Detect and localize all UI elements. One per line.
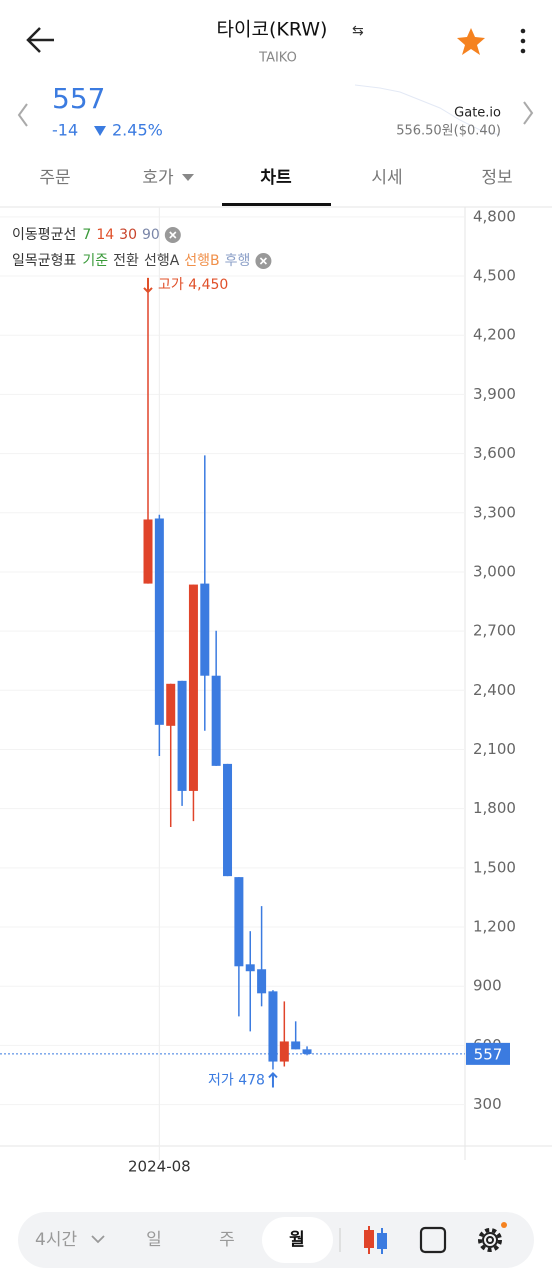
candle-body [154, 518, 164, 725]
legend-item: 선행B [184, 253, 219, 269]
period[interactable]: 주 [219, 1230, 235, 1250]
layout-icon[interactable] [419, 1226, 447, 1254]
sparkline [354, 84, 501, 136]
change: -14 [52, 121, 78, 140]
y-tick-label: 1,800 [473, 799, 516, 817]
dropdown-icon [182, 174, 194, 181]
period-active[interactable]: 월 [289, 1230, 305, 1250]
candle-body [245, 964, 255, 972]
last-price-label: 557 [474, 1045, 503, 1063]
candle-icon[interactable] [364, 1226, 387, 1254]
y-tick-label: 2,400 [473, 681, 516, 699]
chart: 4,800 4,500 4,200 3,900 3,600 3,300 3,000 2,700… [0, 207, 516, 1176]
low-annotation: 저가 478 [208, 1072, 265, 1088]
x-tick-label: 2024-08 [128, 1158, 191, 1176]
legend-item: 30 [119, 227, 137, 243]
candle-body [223, 763, 233, 877]
y-tick-label: 3,300 [473, 503, 516, 521]
period-active-bg [262, 1217, 333, 1263]
tab-active[interactable]: 차트 [260, 168, 292, 188]
tab[interactable]: 시세 [371, 168, 402, 188]
candle-body [166, 683, 176, 726]
interval-caret [91, 1235, 105, 1244]
y-tick-label: 300 [473, 1095, 502, 1113]
exchange-name: Gate.io [454, 106, 501, 121]
subtitle: TAIKO [258, 51, 297, 66]
swap-icon[interactable]: ⇆ [352, 23, 364, 39]
settings-icon[interactable] [478, 1222, 507, 1252]
candle-body [211, 675, 221, 766]
y-tick-label: 3,900 [473, 385, 516, 403]
y-tick-label: 1,500 [473, 858, 516, 876]
legend-title: 일목균형표 [12, 253, 77, 269]
candle-body [177, 680, 187, 791]
down-icon [94, 126, 106, 136]
y-tick-label: 2,700 [473, 622, 516, 640]
prev[interactable] [17, 103, 28, 127]
tab[interactable]: 정보 [481, 168, 512, 188]
y-tick-label: 4,800 [473, 207, 516, 225]
candle-body [268, 991, 278, 1062]
menu[interactable] [520, 28, 526, 54]
high-arrow [143, 277, 153, 294]
y-tick-label: 4,200 [473, 326, 516, 344]
y-tick-label: 1,200 [473, 918, 516, 936]
interval[interactable]: 4시간 [35, 1230, 77, 1250]
y-tick-label: 900 [473, 977, 502, 995]
legend-item: 90 [142, 227, 160, 243]
legend-item: 선행A [144, 253, 180, 269]
tab[interactable]: 호가 [142, 168, 174, 188]
change-pct: 2.45% [112, 121, 163, 140]
candle-body [279, 1041, 289, 1062]
exchange-price: 556.50원($0.40) [396, 124, 501, 139]
legend-title: 이동평균선 [12, 227, 76, 243]
candle-body [302, 1049, 312, 1054]
legend-item: 14 [96, 227, 114, 243]
legend: 이동평균선 7 14 30 90 일목균형표 기준 전환 선행A 선행B 후행 [12, 227, 272, 269]
candle-body [143, 519, 153, 584]
back-button[interactable] [26, 27, 54, 53]
tab-underline [222, 203, 331, 206]
tab[interactable]: 주문 [39, 168, 70, 188]
low-arrow [268, 1072, 278, 1088]
title: 타이코(KRW) [217, 19, 328, 41]
favorite-star[interactable] [457, 28, 485, 55]
legend-item: 기준 [82, 253, 108, 269]
candle-body [257, 969, 267, 994]
y-tick-label: 2,100 [473, 740, 516, 758]
last-price-badge [466, 1042, 510, 1065]
period[interactable]: 일 [146, 1230, 162, 1250]
next[interactable] [523, 101, 534, 125]
legend-item: 7 [82, 227, 91, 243]
legend-close-x [259, 257, 267, 265]
candle-body [188, 584, 198, 791]
candle-body [200, 583, 210, 676]
price: 557 [52, 82, 105, 115]
legend-item: 전환 [113, 253, 139, 269]
high-annotation: 고가 4,450 [158, 277, 228, 293]
y-tick-label: 3,000 [473, 562, 516, 580]
candle-body [291, 1041, 301, 1050]
legend-item: 후행 [225, 253, 251, 269]
y-tick-label: 4,500 [473, 267, 516, 285]
legend-close-x [169, 231, 177, 239]
y-tick-label: 3,600 [473, 444, 516, 462]
candle-body [234, 877, 244, 967]
